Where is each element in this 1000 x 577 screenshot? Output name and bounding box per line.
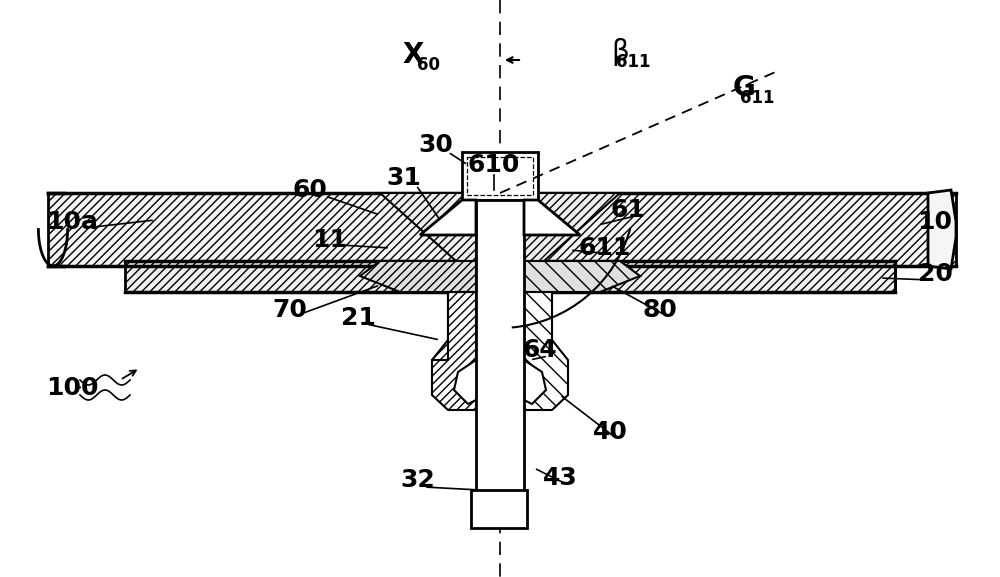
Text: 10a: 10a	[46, 210, 98, 234]
Text: 611: 611	[579, 236, 631, 260]
Text: 20: 20	[918, 262, 952, 286]
Bar	[471, 490, 527, 528]
Text: X: X	[402, 41, 424, 69]
Polygon shape	[380, 193, 476, 261]
Text: 30: 30	[419, 133, 453, 157]
Polygon shape	[524, 261, 640, 292]
Text: 64: 64	[523, 338, 557, 362]
Text: 43: 43	[543, 466, 577, 490]
Bar	[476, 200, 524, 520]
Text: 611: 611	[740, 89, 774, 107]
Text: 61: 61	[611, 198, 645, 222]
Text: 31: 31	[387, 166, 421, 190]
Polygon shape	[524, 200, 580, 235]
Text: 40: 40	[593, 420, 627, 444]
Polygon shape	[928, 190, 956, 269]
Bar	[48, 193, 956, 266]
Text: 100: 100	[46, 376, 98, 400]
Text: 70: 70	[273, 298, 307, 322]
Polygon shape	[360, 261, 476, 292]
Text: 610: 610	[468, 153, 520, 177]
Text: 60: 60	[293, 178, 327, 202]
Text: β: β	[611, 38, 629, 66]
Text: 10: 10	[918, 210, 952, 234]
Polygon shape	[420, 200, 476, 235]
Text: 21: 21	[341, 306, 375, 330]
Text: 11: 11	[312, 228, 348, 252]
Text: 60: 60	[416, 56, 440, 74]
Text: 32: 32	[401, 468, 435, 492]
Text: 611: 611	[616, 53, 650, 71]
Polygon shape	[524, 193, 620, 261]
Bar	[467, 157, 533, 195]
Text: G: G	[733, 74, 755, 102]
Text: 80: 80	[643, 298, 677, 322]
Bar	[125, 261, 895, 292]
Polygon shape	[524, 292, 568, 410]
Bar	[462, 152, 538, 200]
Polygon shape	[432, 292, 476, 410]
